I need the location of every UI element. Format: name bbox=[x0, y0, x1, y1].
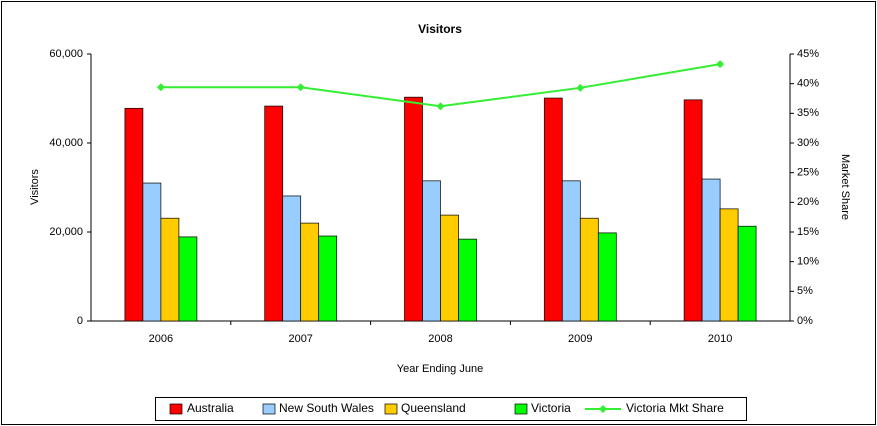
y2-tick-label: 5% bbox=[797, 285, 813, 297]
bar bbox=[597, 232, 617, 322]
bar bbox=[282, 195, 302, 322]
y2-tick-label: 30% bbox=[797, 137, 819, 149]
bar bbox=[264, 105, 284, 322]
x-tick-label: 2006 bbox=[149, 333, 173, 345]
bar bbox=[160, 217, 180, 322]
bar bbox=[561, 180, 581, 322]
y2-tick-label: 25% bbox=[797, 167, 819, 179]
bar bbox=[579, 217, 599, 322]
bar bbox=[422, 180, 441, 322]
legend-swatch-marker bbox=[599, 405, 607, 413]
line-marker bbox=[436, 102, 445, 111]
bar bbox=[300, 222, 320, 322]
bar bbox=[737, 225, 757, 322]
y2-tick-label: 35% bbox=[797, 107, 819, 119]
bar bbox=[719, 208, 739, 322]
bar bbox=[178, 236, 198, 322]
legend-swatch bbox=[169, 403, 183, 415]
bar bbox=[142, 182, 162, 322]
x-tick-label: 2009 bbox=[568, 333, 592, 345]
legend-swatch bbox=[262, 403, 276, 415]
line-marker bbox=[716, 60, 725, 69]
legend-box bbox=[155, 397, 747, 421]
y2-axis-label: Market Share bbox=[839, 154, 851, 220]
legend-label: Queensland bbox=[401, 401, 466, 415]
y2-tick-label: 15% bbox=[797, 226, 819, 238]
x-axis-label: Year Ending June bbox=[397, 363, 483, 375]
bar bbox=[458, 238, 477, 322]
bar bbox=[318, 235, 338, 322]
legend-label: New South Wales bbox=[279, 401, 374, 415]
legend-label: Victoria bbox=[531, 401, 571, 415]
bar bbox=[683, 99, 703, 322]
y-tick-label: 20,000 bbox=[49, 226, 83, 238]
y2-tick-label: 20% bbox=[797, 196, 819, 208]
y2-tick-label: 40% bbox=[797, 78, 819, 90]
x-tick-label: 2007 bbox=[288, 333, 312, 345]
legend-swatch bbox=[384, 403, 398, 415]
y-tick-label: 40,000 bbox=[49, 137, 83, 149]
x-tick-label: 2008 bbox=[428, 333, 452, 345]
y2-tick-label: 45% bbox=[797, 48, 819, 60]
y-tick-label: 60,000 bbox=[49, 48, 83, 60]
bar bbox=[543, 97, 563, 322]
y2-tick-label: 0% bbox=[797, 315, 813, 327]
line-marker bbox=[576, 83, 585, 92]
chart-title: Visitors bbox=[418, 22, 462, 36]
y2-tick-label: 10% bbox=[797, 256, 819, 268]
bar bbox=[701, 178, 721, 322]
legend-label: Victoria Mkt Share bbox=[626, 401, 724, 415]
bar bbox=[404, 96, 423, 322]
line-marker bbox=[156, 83, 165, 92]
bar bbox=[440, 214, 459, 322]
line-marker bbox=[296, 83, 305, 92]
y-tick-label: 0 bbox=[77, 315, 83, 327]
bar bbox=[124, 107, 144, 322]
legend-label: Australia bbox=[187, 401, 234, 415]
legend-swatch bbox=[514, 403, 528, 415]
x-tick-label: 2010 bbox=[708, 333, 732, 345]
y-axis-label: Visitors bbox=[29, 169, 41, 205]
